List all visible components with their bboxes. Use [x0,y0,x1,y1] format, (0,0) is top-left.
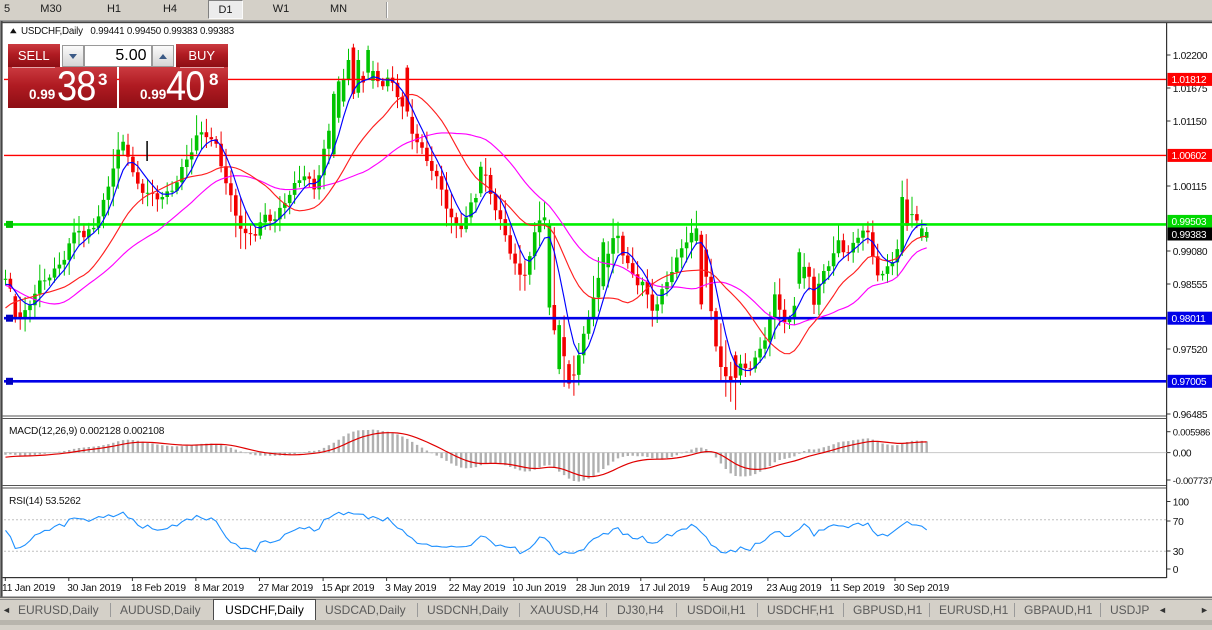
svg-text:30 Sep 2019: 30 Sep 2019 [894,583,950,594]
svg-text:0.98011: 0.98011 [1172,314,1207,325]
svg-text:USDCHF,Daily 0.99441 0.99450: USDCHF,Daily 0.99441 0.99450 0.99383 0.9… [21,26,235,37]
svg-text:0.005986: 0.005986 [1173,428,1210,439]
svg-text:1.01150: 1.01150 [1173,117,1207,128]
svg-text:22 May 2019: 22 May 2019 [449,583,506,594]
svg-text:11 Sep 2019: 11 Sep 2019 [830,583,885,594]
svg-text:28 Jun 2019: 28 Jun 2019 [576,583,630,594]
svg-text:1.00115: 1.00115 [1173,182,1207,193]
svg-text:100: 100 [1173,497,1190,508]
svg-text:27 Mar 2019: 27 Mar 2019 [258,583,314,594]
svg-text:1.01812: 1.01812 [1172,75,1207,86]
svg-text:30 Jan 2019: 30 Jan 2019 [67,583,121,594]
svg-text:18 Feb 2019: 18 Feb 2019 [131,583,187,594]
svg-text:RSI(14) 53.5262: RSI(14) 53.5262 [9,496,81,507]
svg-text:0.99503: 0.99503 [1172,217,1207,228]
svg-text:15 Apr 2019: 15 Apr 2019 [322,583,375,594]
svg-text:0.99383: 0.99383 [1172,230,1207,241]
svg-text:0.96485: 0.96485 [1173,410,1208,421]
svg-text:0.97520: 0.97520 [1173,345,1208,356]
svg-text:0.97005: 0.97005 [1172,377,1207,388]
svg-text:70: 70 [1173,517,1184,528]
svg-text:23 Aug 2019: 23 Aug 2019 [766,583,822,594]
svg-text:0: 0 [1173,565,1179,576]
svg-text:0.00: 0.00 [1173,448,1192,459]
svg-text:8 Mar 2019: 8 Mar 2019 [194,583,244,594]
svg-text:17 Jul 2019: 17 Jul 2019 [639,583,690,594]
svg-text:1.02200: 1.02200 [1173,51,1208,62]
svg-text:3 May 2019: 3 May 2019 [385,583,437,594]
svg-text:10 Jun 2019: 10 Jun 2019 [512,583,566,594]
svg-text:1.00602: 1.00602 [1172,151,1207,162]
svg-text:-0.007737: -0.007737 [1173,476,1212,487]
svg-text:0.99080: 0.99080 [1173,247,1208,258]
svg-text:5 Aug 2019: 5 Aug 2019 [703,583,753,594]
svg-text:30: 30 [1173,547,1184,558]
svg-text:0.98555: 0.98555 [1173,280,1208,291]
svg-text:11 Jan 2019: 11 Jan 2019 [2,583,56,594]
svg-text:MACD(12,26,9) 0.002128 0.00210: MACD(12,26,9) 0.002128 0.002108 [9,426,165,437]
